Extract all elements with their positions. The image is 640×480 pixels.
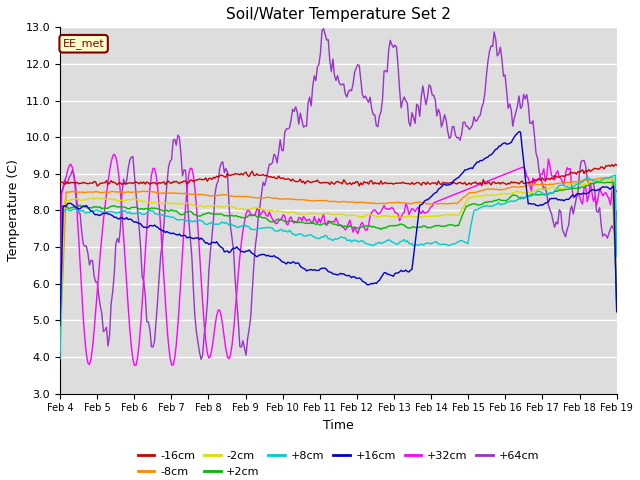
Legend: -16cm, -8cm, -2cm, +2cm, +8cm, +16cm, +32cm, +64cm: -16cm, -8cm, -2cm, +2cm, +8cm, +16cm, +3… bbox=[133, 447, 543, 480]
Title: Soil/Water Temperature Set 2: Soil/Water Temperature Set 2 bbox=[226, 7, 451, 22]
Text: EE_met: EE_met bbox=[63, 38, 104, 49]
X-axis label: Time: Time bbox=[323, 419, 354, 432]
Y-axis label: Temperature (C): Temperature (C) bbox=[7, 159, 20, 262]
